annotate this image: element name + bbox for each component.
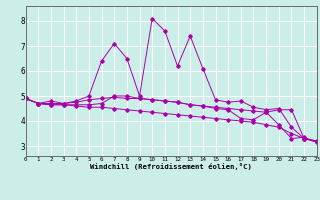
- X-axis label: Windchill (Refroidissement éolien,°C): Windchill (Refroidissement éolien,°C): [90, 163, 252, 170]
